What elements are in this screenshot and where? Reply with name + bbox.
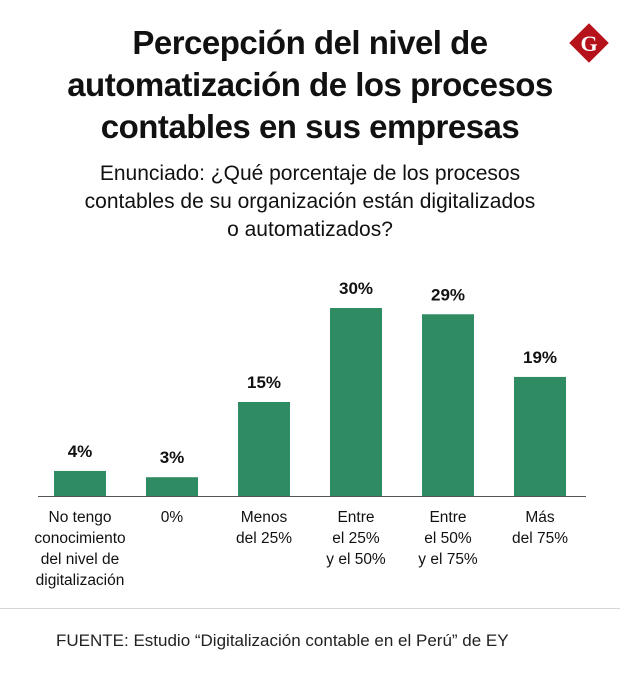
category-label-5: Entre el 50% y el 75% (393, 507, 503, 570)
category-label-line: Entre (429, 509, 467, 526)
title-line-2: automatización de los procesos (67, 66, 553, 103)
title-line-1: Percepción del nivel de (132, 24, 488, 61)
source-note: FUENTE: Estudio “Digitalización contable… (56, 631, 509, 650)
data-label-3: 15% (247, 373, 281, 392)
category-label-line: y el 50% (326, 551, 386, 568)
category-label-line: No tengo (48, 509, 112, 526)
category-label-line: y el 75% (418, 551, 478, 568)
chart-subtitle: Enunciado: ¿Qué porcentaje de los proces… (40, 160, 580, 244)
category-label-line: el 50% (424, 530, 472, 547)
subtitle-line-1: Enunciado: ¿Qué porcentaje de los proces… (99, 162, 521, 185)
category-label-line: del nivel de (40, 551, 120, 568)
brand-logo-icon: G (569, 23, 609, 63)
data-label-2: 3% (160, 448, 185, 467)
bar-5 (422, 314, 474, 496)
category-label-line: del 25% (235, 530, 292, 547)
chart-title: Percepción del nivel de automatización d… (30, 22, 590, 148)
category-label-line: el 25% (332, 530, 380, 547)
bar-4 (330, 308, 382, 496)
data-label-4: 30% (339, 279, 373, 298)
data-label-6: 19% (523, 348, 557, 367)
category-label-line: 0% (160, 509, 184, 526)
logo-diamond (569, 23, 609, 63)
data-label-5: 29% (431, 285, 465, 304)
category-label-line: del 75% (511, 530, 568, 547)
bar-2 (146, 477, 198, 496)
bar-chart: 4% 3% 15% 30% 29% 19% (38, 279, 586, 497)
category-label-line: digitalización (35, 572, 125, 589)
bar-1 (54, 470, 106, 496)
bar-6 (514, 376, 566, 496)
data-label-1: 4% (68, 442, 93, 461)
title-line-3: contables en sus empresas (100, 108, 520, 145)
category-label-line: Entre (337, 509, 375, 526)
category-label-6: Más del 75% (485, 507, 595, 549)
category-label-1: No tengo conocimiento del nivel de digitali… (25, 507, 135, 591)
divider (0, 608, 620, 609)
category-label-line: Más (525, 509, 555, 526)
subtitle-line-2: contables de su organización están digit… (84, 190, 536, 213)
category-label-line: conocimiento (34, 530, 126, 547)
category-label-3: Menos del 25% (209, 507, 319, 549)
logo-letter: G (580, 31, 597, 56)
bar-3 (238, 402, 290, 496)
category-label-4: Entre el 25% y el 50% (301, 507, 411, 570)
category-label-line: Menos (240, 509, 288, 526)
subtitle-line-3: o automatizados? (227, 218, 393, 241)
category-label-2: 0% (117, 507, 227, 528)
